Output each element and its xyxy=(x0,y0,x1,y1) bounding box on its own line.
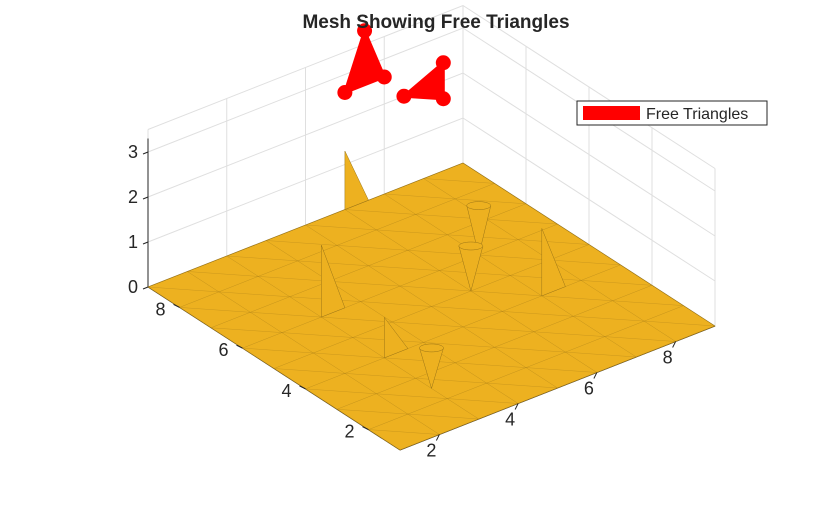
x-tick-label: 6 xyxy=(584,379,594,399)
mesh-cone xyxy=(458,241,484,292)
free-triangle-face xyxy=(342,26,387,96)
mesh-diagonal xyxy=(336,409,479,420)
mesh-diagonal xyxy=(368,429,440,435)
y-tick-mark xyxy=(299,385,306,390)
x-tick-mark xyxy=(435,434,440,441)
legend-label-free-triangles: Free Triangles xyxy=(646,106,748,123)
mesh-cone xyxy=(419,343,444,390)
mesh-diagonal xyxy=(210,327,637,358)
y-tick-label: 6 xyxy=(218,340,228,360)
mesh-diagonal xyxy=(226,255,653,286)
mesh-diagonal xyxy=(384,193,527,204)
z-tick-label: 2 xyxy=(128,187,138,207)
mesh-diagonal xyxy=(423,178,495,184)
z-tick-mark xyxy=(142,241,149,245)
x-tick-mark xyxy=(672,341,677,348)
legend-swatch-free-triangles xyxy=(583,106,640,120)
free-triangle-vertex xyxy=(357,23,373,39)
mesh-diagonal xyxy=(179,307,676,342)
y-tick-label: 4 xyxy=(281,381,291,401)
y-tick-label: 8 xyxy=(155,299,165,319)
free-triangle-vertex xyxy=(376,69,392,85)
tick-labels: 0 1 2 3 2 4 6 8 2 4 6 8 xyxy=(128,142,677,461)
x-tick-label: 8 xyxy=(663,348,673,368)
mesh-diagonal xyxy=(147,286,716,327)
free-triangle-vertex xyxy=(337,85,353,100)
x-tick-mark xyxy=(514,403,519,410)
legend: Free Triangles xyxy=(576,100,768,126)
grid-line-horizontal xyxy=(147,27,716,192)
free-triangle xyxy=(396,55,451,107)
free-triangle-vertex xyxy=(435,91,451,107)
mesh-spike xyxy=(541,228,566,297)
x-tick-label: 4 xyxy=(505,410,515,430)
cone-rim xyxy=(419,343,444,353)
z-tick-mark xyxy=(142,196,149,200)
mesh-diagonal xyxy=(305,388,519,404)
cone-rim xyxy=(466,201,491,210)
mesh-cone xyxy=(466,201,492,256)
chart-title: Mesh Showing Free Triangles xyxy=(302,12,569,33)
mesh-diagonal xyxy=(187,271,684,306)
mesh-spikes xyxy=(321,150,566,390)
mesh-surface xyxy=(147,162,716,451)
mesh-spike xyxy=(384,316,409,359)
mesh-diagonal xyxy=(273,368,558,389)
mesh-diagonal xyxy=(242,347,597,373)
free-triangle xyxy=(337,23,392,100)
mesh-spike xyxy=(321,245,346,318)
mesh-diagonal xyxy=(344,209,558,225)
z-tick-mark xyxy=(142,286,149,290)
mesh-diagonal xyxy=(266,240,621,266)
z-tick-label: 0 xyxy=(128,277,138,297)
y-tick-mark xyxy=(236,344,243,349)
free-triangle-face xyxy=(400,59,445,101)
y-tick-mark xyxy=(362,426,369,431)
grid-line-horizontal xyxy=(147,72,716,237)
grid-line-horizontal xyxy=(147,117,716,282)
free-triangle-vertex xyxy=(396,88,412,104)
free-triangles xyxy=(337,23,451,107)
free-triangle-vertex xyxy=(435,55,451,71)
cone-rim xyxy=(458,241,484,251)
z-tick-label: 1 xyxy=(128,232,138,252)
y-tick-mark xyxy=(173,303,180,308)
z-tick-label: 3 xyxy=(128,142,138,162)
x-tick-mark xyxy=(593,372,598,379)
z-tick-mark xyxy=(142,151,149,155)
mesh-spike xyxy=(344,150,369,210)
y-tick-label: 2 xyxy=(344,422,354,442)
x-tick-label: 2 xyxy=(426,441,436,461)
